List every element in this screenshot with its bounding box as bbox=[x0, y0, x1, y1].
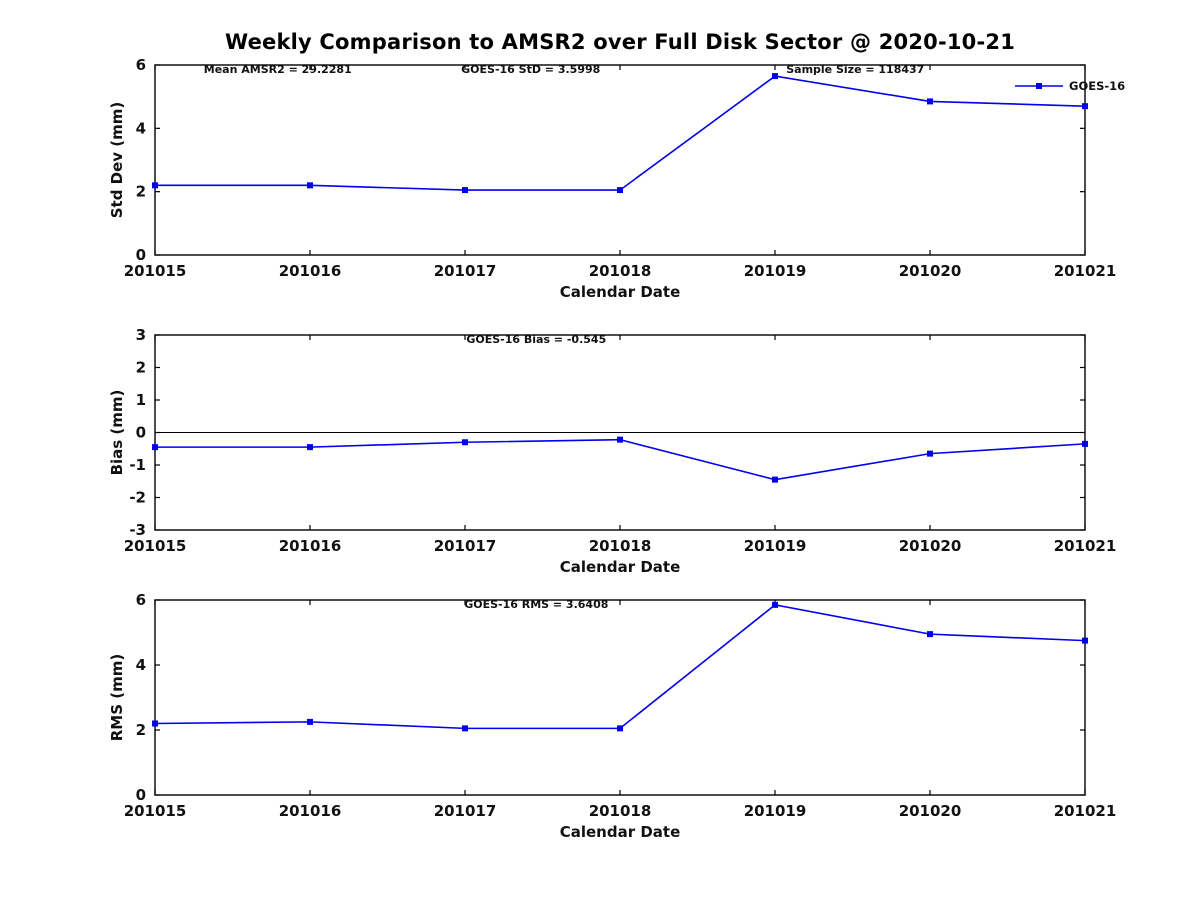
figure-title: Weekly Comparison to AMSR2 over Full Dis… bbox=[224, 30, 1016, 54]
y-axis-title: Std Dev (mm) bbox=[108, 102, 126, 219]
series-line bbox=[155, 75, 1086, 191]
x-axis-title: Calendar Date bbox=[560, 283, 681, 301]
y-tick-label: 4 bbox=[136, 119, 146, 137]
y-tick-label: 6 bbox=[136, 56, 146, 74]
y-tick-label: 6 bbox=[136, 591, 146, 609]
series-marker bbox=[617, 436, 623, 443]
x-tick-label: 201018 bbox=[589, 802, 652, 820]
y-tick-label: 4 bbox=[136, 656, 146, 674]
x-tick-label: 201019 bbox=[744, 537, 807, 555]
series-marker bbox=[307, 444, 313, 451]
x-tick-label: 201018 bbox=[589, 262, 652, 280]
x-axis-title: Calendar Date bbox=[560, 558, 681, 576]
y-axis-title: RMS (mm) bbox=[108, 654, 126, 741]
series-marker bbox=[772, 476, 778, 483]
x-tick-label: 201020 bbox=[899, 262, 962, 280]
x-tick-label: 201020 bbox=[899, 802, 962, 820]
legend-marker bbox=[1036, 83, 1042, 89]
y-tick-label: 3 bbox=[136, 326, 146, 344]
series-marker bbox=[462, 439, 468, 446]
x-tick-label: 201020 bbox=[899, 537, 962, 555]
x-tick-label: 201016 bbox=[279, 802, 342, 820]
series-marker bbox=[1082, 440, 1088, 447]
annotation: Sample Size = 118437 bbox=[786, 63, 924, 76]
subplot-rms: 201015 201016 201017 201018 201019 201020 2010… bbox=[108, 591, 1116, 841]
series-marker bbox=[1082, 637, 1088, 644]
annotation: GOES-16 RMS = 3.6408 bbox=[464, 598, 608, 611]
annotation: GOES-16 StD = 3.5998 bbox=[461, 63, 600, 76]
series-marker bbox=[462, 725, 468, 732]
y-tick-label: 2 bbox=[136, 183, 146, 201]
legend-label: GOES-16 bbox=[1069, 79, 1125, 93]
x-tick-label: 201021 bbox=[1054, 802, 1117, 820]
series-marker bbox=[307, 182, 313, 189]
y-tick-label: 1 bbox=[136, 391, 146, 409]
annotation: GOES-16 Bias = -0.545 bbox=[466, 333, 606, 346]
series-marker bbox=[307, 718, 313, 725]
x-tick-label: 201017 bbox=[434, 802, 497, 820]
x-tick-label: 201015 bbox=[124, 802, 187, 820]
subplot-bias: 201015 201016 201017 201018 201019 201020 2010… bbox=[108, 326, 1116, 576]
x-tick-label: 201018 bbox=[589, 537, 652, 555]
series-marker bbox=[772, 73, 778, 80]
y-tick-label: -2 bbox=[129, 489, 146, 507]
series-marker bbox=[617, 187, 623, 194]
y-axis-title: Bias (mm) bbox=[108, 390, 126, 476]
x-tick-label: 201015 bbox=[124, 262, 187, 280]
series-marker bbox=[462, 187, 468, 194]
x-tick-label: 201016 bbox=[279, 537, 342, 555]
x-tick-label: 201015 bbox=[124, 537, 187, 555]
y-tick-label: 2 bbox=[136, 721, 146, 739]
series-marker bbox=[152, 182, 158, 189]
y-tick-label: -1 bbox=[129, 456, 146, 474]
x-tick-label: 201019 bbox=[744, 262, 807, 280]
x-tick-label: 201021 bbox=[1054, 262, 1117, 280]
x-tick-label: 201017 bbox=[434, 537, 497, 555]
y-tick-label: 0 bbox=[136, 786, 146, 804]
series-marker bbox=[152, 720, 158, 727]
y-tick-label: -3 bbox=[129, 521, 146, 539]
annotation: Mean AMSR2 = 29.2281 bbox=[204, 63, 352, 76]
x-axis-title: Calendar Date bbox=[560, 823, 681, 841]
plot-box bbox=[154, 599, 1086, 796]
x-tick-label: 201021 bbox=[1054, 537, 1117, 555]
y-tick-label: 0 bbox=[136, 424, 146, 442]
legend: GOES-16 bbox=[1015, 79, 1125, 93]
plot-box bbox=[154, 64, 1086, 256]
subplot-std-dev: 201015 201016 201017 201018 201019 201020 2010… bbox=[108, 56, 1125, 301]
y-tick-label: 2 bbox=[136, 359, 146, 377]
series-marker bbox=[772, 601, 778, 608]
x-tick-label: 201016 bbox=[279, 262, 342, 280]
series-marker bbox=[927, 98, 933, 105]
series-marker bbox=[152, 444, 158, 451]
x-tick-label: 201017 bbox=[434, 262, 497, 280]
series-marker bbox=[617, 725, 623, 732]
series-marker bbox=[927, 631, 933, 638]
series-marker bbox=[1082, 103, 1088, 110]
series-line bbox=[154, 604, 1086, 730]
series-line bbox=[155, 438, 1086, 481]
y-tick-label: 0 bbox=[136, 246, 146, 264]
series-marker bbox=[927, 450, 933, 457]
x-tick-label: 201019 bbox=[744, 802, 807, 820]
